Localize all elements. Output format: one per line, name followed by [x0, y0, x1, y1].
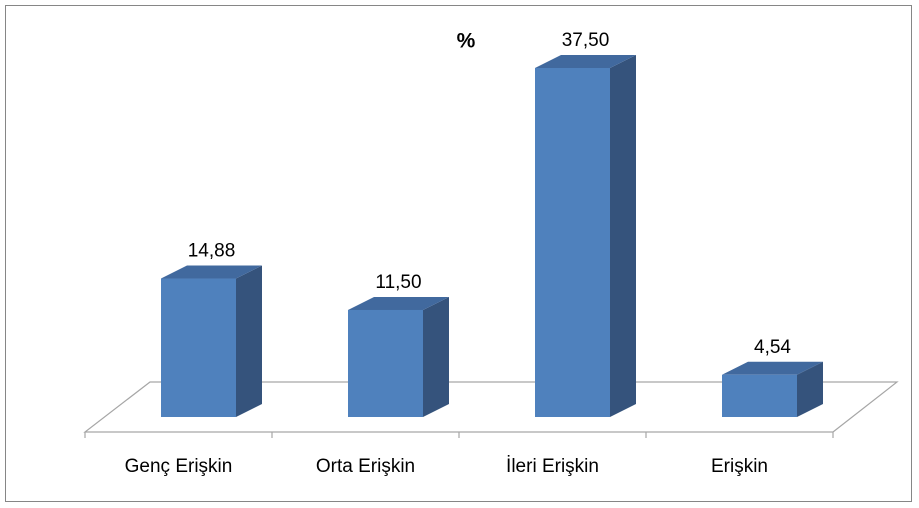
- bar: [722, 374, 797, 417]
- bar: [348, 309, 423, 417]
- bar-top: [161, 265, 262, 279]
- bar-top: [722, 361, 823, 375]
- data-label: 4,54: [754, 337, 791, 358]
- bar-side: [423, 296, 449, 417]
- x-tick-label: Genç Erişkin: [125, 456, 233, 477]
- bar: [535, 68, 610, 417]
- bar-side: [236, 265, 262, 417]
- data-label: 37,50: [562, 30, 610, 51]
- data-label: 11,50: [375, 272, 421, 293]
- bar-side: [797, 361, 823, 417]
- chart-title: %: [457, 30, 476, 53]
- x-tick-label: Orta Erişkin: [316, 456, 415, 477]
- bar-side: [610, 55, 636, 417]
- bar: [161, 278, 236, 417]
- data-label: 14,88: [188, 241, 236, 262]
- bar-top: [348, 296, 449, 310]
- x-tick-label: İleri Erişkin: [506, 456, 599, 477]
- floor: [83, 381, 899, 433]
- bar-top: [535, 55, 636, 68]
- x-tick-label: Erişkin: [711, 456, 768, 477]
- chart-border: [5, 5, 912, 502]
